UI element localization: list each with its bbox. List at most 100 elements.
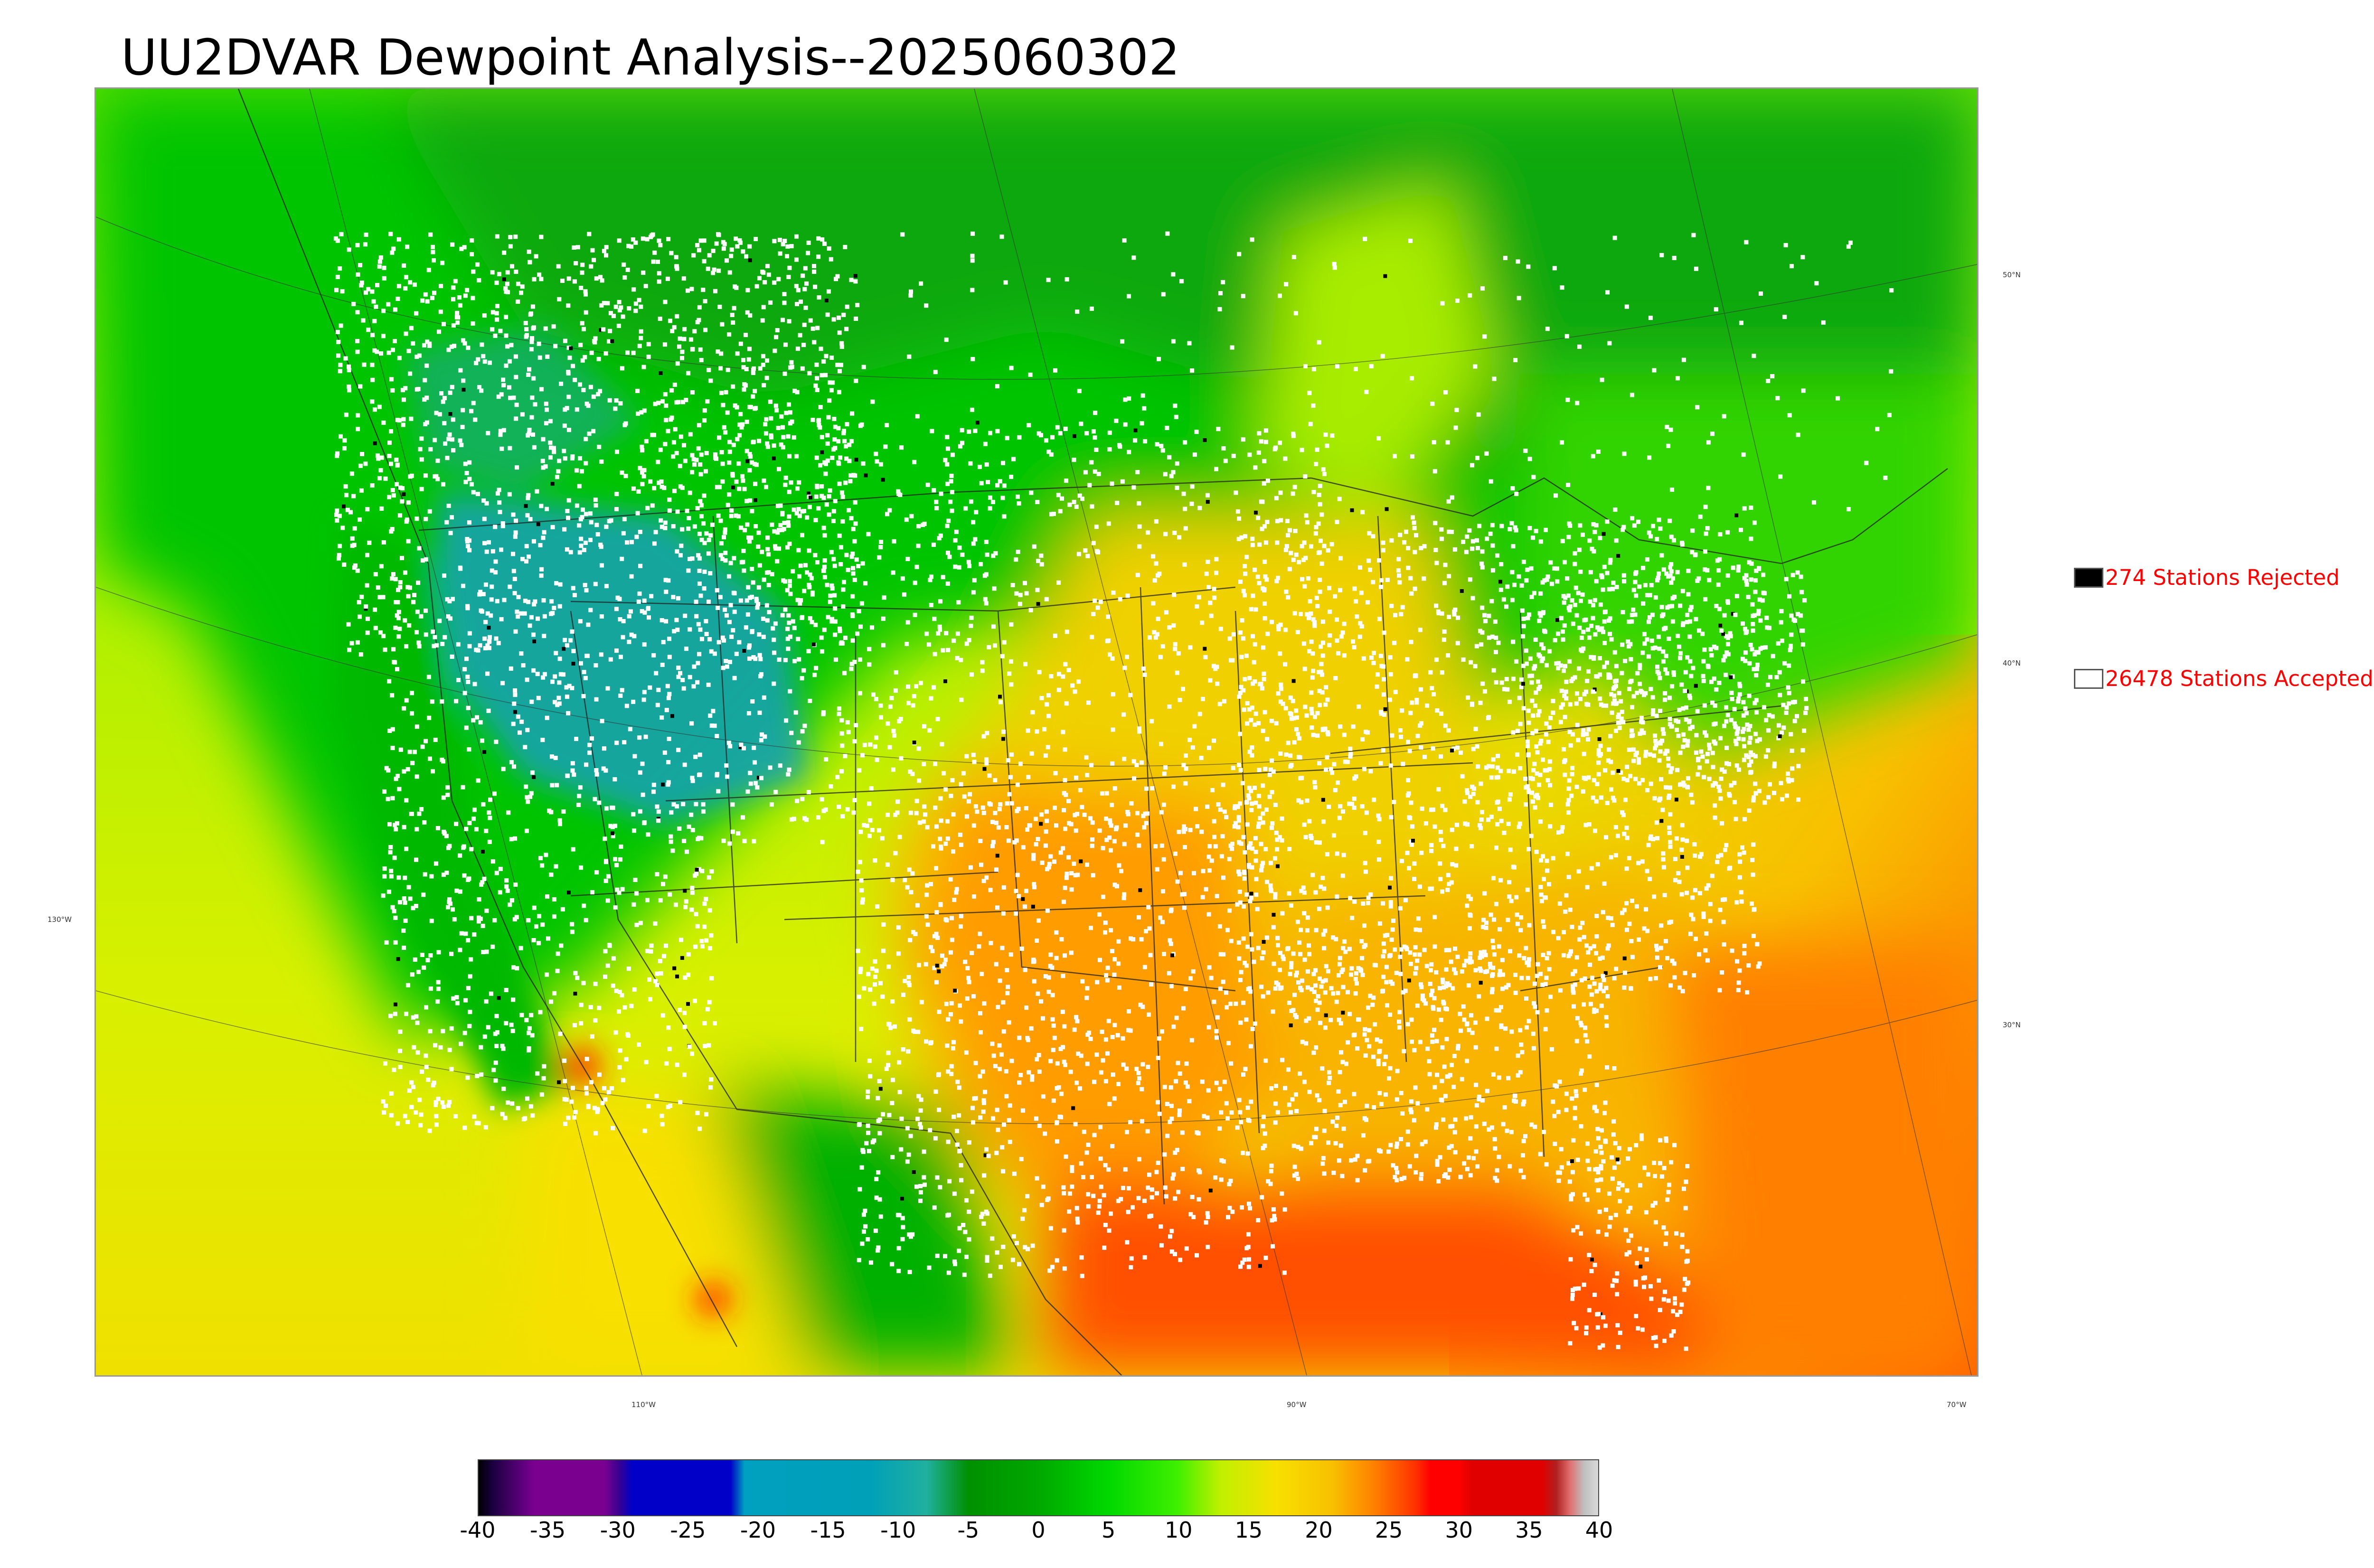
station-accepted-dot <box>556 469 560 473</box>
station-accepted-dot <box>1306 986 1310 990</box>
station-accepted-dot <box>704 939 708 943</box>
station-accepted-dot <box>1246 1118 1250 1122</box>
station-accepted-dot <box>772 349 777 353</box>
station-accepted-dot <box>721 462 725 466</box>
station-accepted-dot <box>642 365 646 369</box>
station-accepted-dot <box>393 308 397 312</box>
station-accepted-dot <box>744 367 749 371</box>
station-accepted-dot <box>646 832 650 836</box>
station-accepted-dot <box>591 429 595 433</box>
station-accepted-dot <box>786 772 790 777</box>
station-accepted-dot <box>565 547 569 552</box>
station-accepted-dot <box>925 825 930 829</box>
station-accepted-dot <box>1661 857 1666 862</box>
station-accepted-dot <box>666 782 670 787</box>
station-accepted-dot <box>1216 427 1220 431</box>
station-accepted-dot <box>450 437 454 441</box>
station-accepted-dot <box>1326 697 1330 702</box>
station-accepted-dot <box>788 579 792 583</box>
station-accepted-dot <box>1307 649 1311 653</box>
station-accepted-dot <box>563 423 567 428</box>
station-accepted-dot <box>526 496 530 500</box>
station-accepted-dot <box>729 635 734 639</box>
station-accepted-dot <box>458 303 462 308</box>
station-accepted-dot <box>745 420 749 424</box>
station-accepted-dot <box>671 454 675 459</box>
station-accepted-dot <box>993 811 997 815</box>
station-accepted-dot <box>428 1129 432 1133</box>
station-accepted-dot <box>1672 961 1677 966</box>
station-accepted-dot <box>876 1096 880 1100</box>
station-accepted-dot <box>565 774 569 778</box>
station-accepted-dot <box>1059 851 1063 855</box>
station-accepted-dot <box>421 892 425 897</box>
station-accepted-dot <box>1333 676 1338 680</box>
station-accepted-dot <box>1207 746 1211 750</box>
station-accepted-dot <box>540 864 544 868</box>
station-accepted-dot <box>1724 843 1728 847</box>
station-accepted-dot <box>604 860 608 864</box>
station-accepted-dot <box>390 388 395 393</box>
station-accepted-dot <box>625 350 630 355</box>
station-accepted-dot <box>797 507 801 511</box>
station-accepted-dot <box>757 439 761 443</box>
station-accepted-dot <box>1303 667 1307 671</box>
station-accepted-dot <box>682 1011 687 1015</box>
station-accepted-dot <box>1184 1080 1188 1085</box>
station-accepted-dot <box>658 959 662 963</box>
station-accepted-dot <box>532 906 537 910</box>
station-accepted-dot <box>652 251 657 255</box>
station-accepted-dot <box>839 341 844 346</box>
station-accepted-dot <box>1182 825 1186 829</box>
station-accepted-dot <box>555 475 559 479</box>
station-accepted-dot <box>414 858 418 862</box>
station-accepted-dot <box>704 469 708 473</box>
station-accepted-dot <box>482 637 487 641</box>
station-accepted-dot <box>773 790 778 794</box>
station-accepted-dot <box>1188 976 1193 980</box>
station-accepted-dot <box>707 637 712 641</box>
station-accepted-dot <box>1260 1195 1264 1200</box>
station-accepted-dot <box>1246 1232 1251 1237</box>
station-accepted-dot <box>629 1004 633 1008</box>
station-accepted-dot <box>742 569 746 573</box>
station-accepted-dot <box>1070 684 1074 688</box>
station-accepted-dot <box>1052 1023 1056 1028</box>
station-accepted-dot <box>1622 986 1626 990</box>
station-accepted-dot <box>1362 657 1366 661</box>
station-accepted-dot <box>1464 550 1469 554</box>
station-accepted-dot <box>814 518 818 522</box>
station-accepted-dot <box>1740 900 1744 904</box>
station-accepted-dot <box>935 1175 940 1180</box>
station-accepted-dot <box>1008 1140 1012 1144</box>
station-accepted-dot <box>740 425 744 430</box>
station-accepted-dot <box>422 820 426 825</box>
station-rejected-dot <box>1407 978 1411 982</box>
station-accepted-dot <box>1171 623 1176 628</box>
station-accepted-dot <box>466 938 470 942</box>
station-accepted-dot <box>950 1064 954 1069</box>
station-accepted-dot <box>834 277 838 281</box>
station-accepted-dot <box>1247 452 1252 457</box>
station-accepted-dot <box>822 628 827 632</box>
station-accepted-dot <box>1215 1015 1220 1020</box>
station-accepted-dot <box>495 871 499 875</box>
station-accepted-dot <box>1175 1016 1179 1020</box>
station-accepted-dot <box>1131 485 1136 489</box>
station-accepted-dot <box>403 618 407 622</box>
station-accepted-dot <box>1654 976 1658 980</box>
station-accepted-dot <box>694 802 698 806</box>
station-accepted-dot <box>1392 800 1396 804</box>
station-accepted-dot <box>1237 695 1241 699</box>
station-accepted-dot <box>783 343 788 347</box>
station-accepted-dot <box>994 962 999 967</box>
station-accepted-dot <box>618 857 622 862</box>
station-accepted-dot <box>661 882 665 886</box>
station-accepted-dot <box>909 811 913 815</box>
station-accepted-dot <box>1310 676 1315 680</box>
station-accepted-dot <box>1190 1038 1194 1042</box>
station-accepted-dot <box>1177 651 1181 656</box>
station-accepted-dot <box>1018 1073 1023 1077</box>
station-accepted-dot <box>1413 945 1418 949</box>
station-accepted-dot <box>1507 700 1512 704</box>
